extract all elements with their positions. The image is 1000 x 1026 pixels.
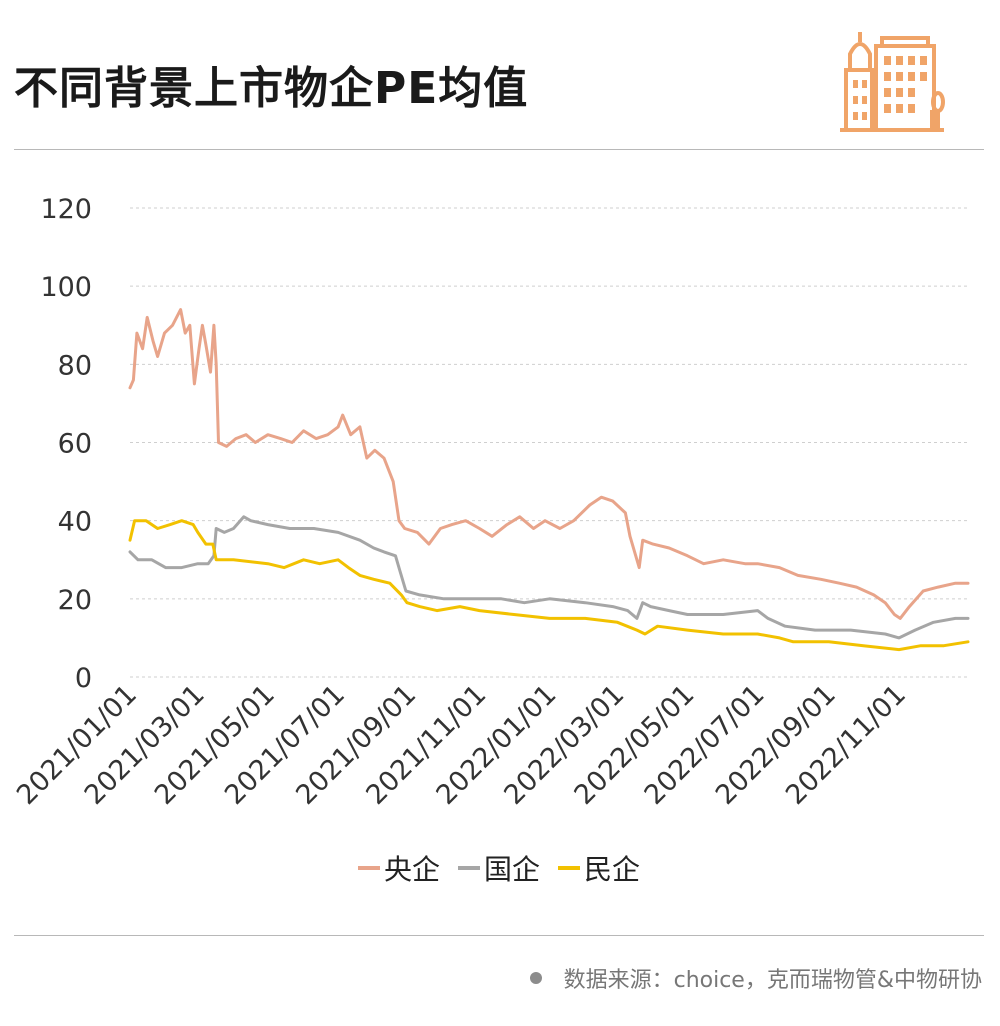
legend-label: 民企	[584, 853, 641, 886]
header-divider	[14, 149, 984, 150]
legend-item-central-soe: 央企	[358, 848, 440, 888]
y-tick-label: 100	[40, 272, 92, 303]
legend-swatch	[458, 866, 481, 870]
y-tick-label: 120	[40, 194, 92, 225]
legend-label: 国企	[484, 853, 541, 886]
series-line	[128, 519, 970, 652]
legend-swatch	[358, 866, 380, 870]
y-tick-label: 0	[75, 663, 92, 694]
y-tick-label: 80	[58, 350, 92, 381]
chart-legend: 央企 国企 民企	[358, 848, 640, 888]
series-line	[128, 515, 970, 640]
y-tick-label: 60	[58, 429, 92, 460]
y-tick-label: 40	[58, 507, 92, 538]
data-source-note: 数据来源：choice，克而瑞物管&中物研协	[529, 962, 982, 994]
y-tick-label: 20	[58, 585, 92, 616]
series-line	[128, 308, 970, 620]
legend-item-local-soe: 国企	[458, 848, 540, 888]
legend-label: 央企	[384, 853, 441, 886]
page-title: 不同背景上市物企PE均值	[14, 63, 529, 114]
footer-divider	[14, 935, 984, 936]
buildings-icon	[840, 32, 945, 132]
source-text: 数据来源：choice，克而瑞物管&中物研协	[563, 968, 982, 993]
pe-line-chart: 0204060801001202021/01/012021/03/012021/…	[11, 194, 970, 811]
legend-item-private: 民企	[558, 848, 640, 888]
legend-swatch	[558, 866, 581, 870]
bullet-icon	[529, 972, 542, 984]
